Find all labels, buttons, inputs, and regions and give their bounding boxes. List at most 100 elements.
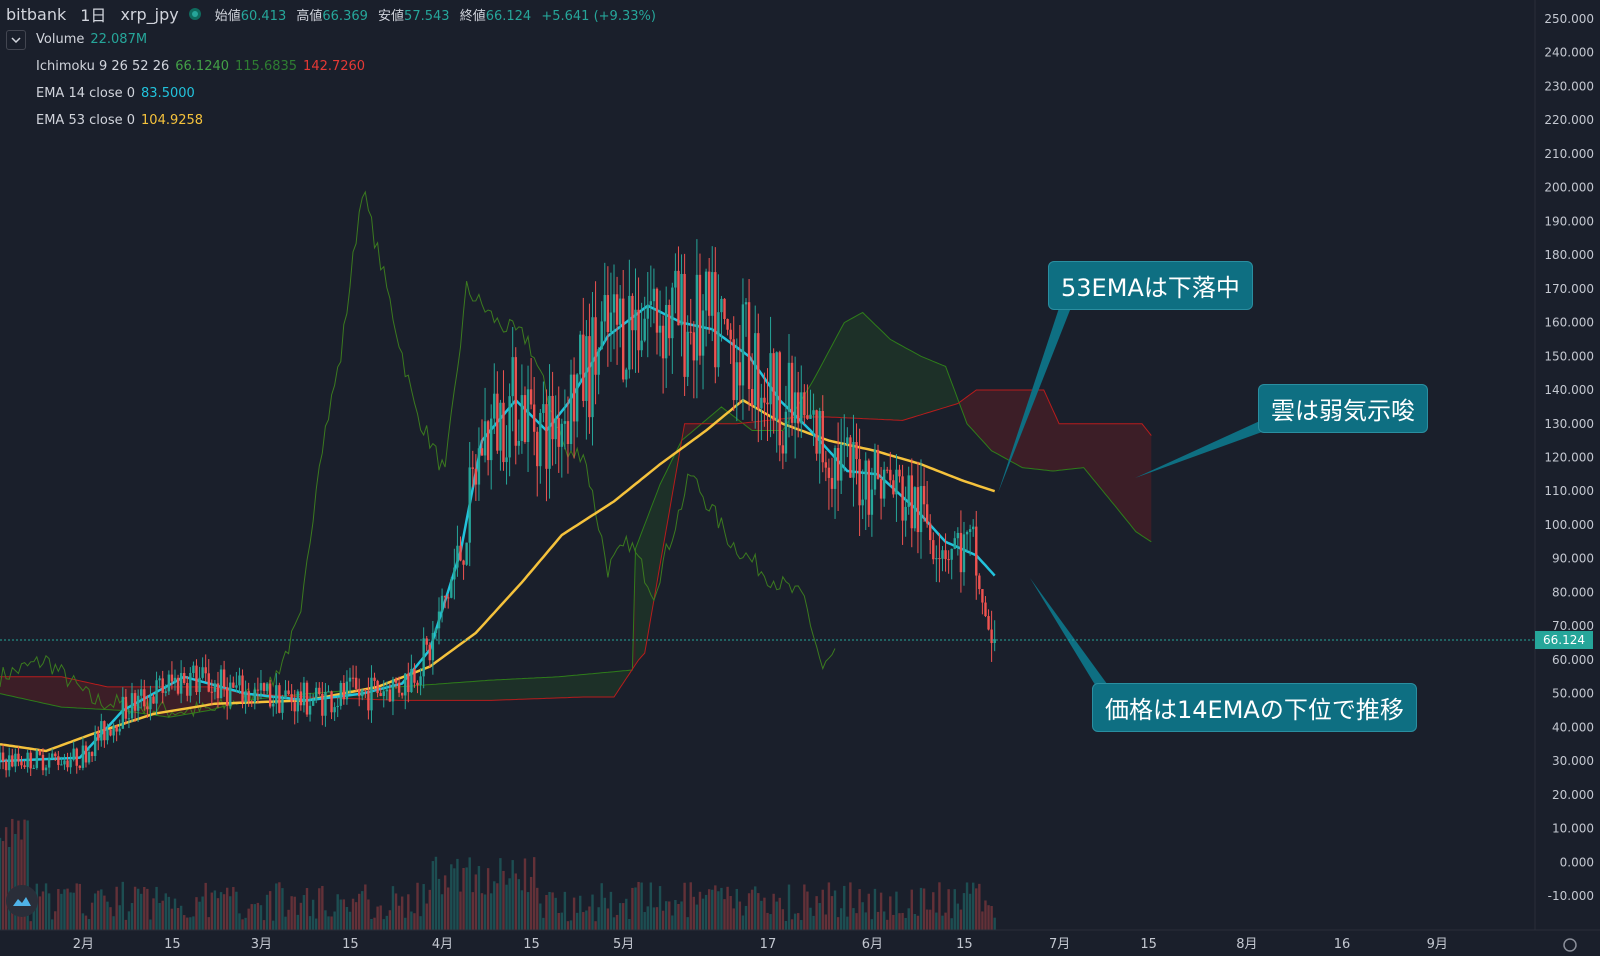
candle-body bbox=[268, 683, 272, 707]
y-tick-label: 30.000 bbox=[1552, 754, 1594, 768]
volume-bar bbox=[545, 894, 548, 930]
candle-body bbox=[609, 312, 613, 332]
candle-body bbox=[674, 270, 677, 288]
y-tick-label: 150.000 bbox=[1544, 349, 1594, 363]
candle-body bbox=[649, 301, 653, 306]
candle-body bbox=[465, 542, 468, 565]
candle-body bbox=[373, 677, 376, 681]
y-tick-label: 170.000 bbox=[1544, 282, 1594, 296]
volume-bar bbox=[508, 878, 511, 930]
collapse-legend-button[interactable] bbox=[6, 30, 26, 50]
candle-body bbox=[971, 526, 975, 530]
candle-body bbox=[23, 765, 26, 768]
volume-bar bbox=[115, 886, 118, 930]
volume-bar bbox=[922, 888, 926, 930]
volume-bar bbox=[112, 916, 115, 930]
candle-body bbox=[262, 683, 266, 691]
candle-body bbox=[121, 696, 124, 729]
tradingview-logo[interactable] bbox=[6, 885, 38, 917]
volume-bar bbox=[133, 886, 137, 930]
candle-body bbox=[155, 680, 158, 704]
candle-body bbox=[520, 395, 524, 441]
candle-body bbox=[170, 674, 174, 682]
exchange-name: bitbank bbox=[6, 4, 67, 24]
candle-body bbox=[453, 567, 456, 580]
volume-bar bbox=[861, 902, 864, 930]
candle-body bbox=[898, 469, 901, 477]
volume-bar bbox=[517, 879, 521, 930]
volume-bar bbox=[176, 907, 180, 930]
volume-bar bbox=[612, 917, 616, 930]
price-axis[interactable]: 250.000 240.000 230.000 220.000 210.000 200.0… bbox=[1534, 0, 1600, 956]
volume-bar bbox=[0, 837, 2, 930]
volume-bar bbox=[189, 917, 192, 930]
volume-bar bbox=[901, 912, 904, 930]
volume-bar bbox=[278, 882, 281, 930]
candle-body bbox=[471, 467, 474, 469]
time-axis[interactable]: 2月 15 3月 15 4月 15 5月 17 6月 15 7月 15 8月 16 9月 bbox=[0, 929, 1600, 952]
candle-body bbox=[990, 629, 993, 644]
volume-bar bbox=[173, 898, 177, 930]
volume-bar bbox=[797, 913, 800, 930]
volume-bar bbox=[440, 894, 444, 930]
volume-bar bbox=[652, 907, 656, 930]
cloud-fill bbox=[792, 312, 961, 421]
interval-label[interactable]: 1日 bbox=[80, 6, 107, 25]
volume-bar bbox=[671, 915, 674, 930]
candle-body bbox=[867, 460, 871, 515]
symbol-name[interactable]: xrp_jpy bbox=[120, 4, 179, 24]
volume-bar bbox=[978, 883, 981, 930]
candle-body bbox=[526, 389, 530, 443]
volume-bar bbox=[262, 920, 266, 930]
candle-body bbox=[775, 352, 778, 421]
candle-body bbox=[790, 362, 794, 423]
volume-bar bbox=[511, 860, 514, 930]
legend-volume[interactable]: Volume 22.087M bbox=[36, 32, 148, 47]
volume-bar bbox=[376, 906, 379, 930]
volume-bar bbox=[253, 904, 257, 930]
legend-ema14[interactable]: EMA 14 close 0 83.5000 bbox=[36, 86, 195, 101]
volume-bar bbox=[971, 882, 975, 930]
volume-bar bbox=[100, 889, 103, 930]
symbol-header[interactable]: bitbank 1日 xrp_jpy 始値60.413 高値66.369 安値5… bbox=[6, 3, 662, 26]
candle-body bbox=[357, 688, 361, 697]
candle-body bbox=[47, 757, 51, 768]
volume-bar bbox=[591, 894, 594, 930]
candle-body bbox=[69, 759, 72, 768]
span-b-line bbox=[0, 389, 1152, 701]
volume-bar bbox=[284, 916, 287, 930]
volume-bar bbox=[315, 918, 318, 930]
candle-body bbox=[60, 764, 63, 766]
volume-bar bbox=[655, 907, 659, 930]
candle-body bbox=[152, 696, 155, 704]
volume-bar bbox=[760, 900, 763, 930]
volume-bar bbox=[668, 901, 671, 930]
candle-body bbox=[695, 274, 699, 361]
candle-body bbox=[539, 412, 542, 467]
volume-bar bbox=[858, 889, 861, 930]
candle-body bbox=[38, 750, 42, 755]
candle-body bbox=[812, 410, 815, 415]
price-axis-bg bbox=[1535, 0, 1600, 956]
volume-bar bbox=[41, 891, 45, 930]
volume-bar bbox=[609, 891, 613, 930]
volume-bar bbox=[750, 889, 754, 930]
volume-bar bbox=[560, 912, 564, 930]
volume-bar bbox=[778, 897, 781, 930]
volume-bar bbox=[232, 887, 235, 930]
volume-bar bbox=[701, 898, 705, 930]
candle-body bbox=[984, 602, 987, 617]
candle-body bbox=[308, 705, 312, 715]
candle-body bbox=[935, 558, 938, 560]
volume-bar bbox=[183, 915, 186, 930]
candle-body bbox=[582, 334, 585, 401]
volume-bar bbox=[646, 906, 649, 930]
volume-bar bbox=[385, 915, 389, 930]
volume-bar bbox=[680, 901, 683, 930]
volume-bar bbox=[477, 866, 481, 930]
legend-ema53[interactable]: EMA 53 close 0 104.9258 bbox=[36, 113, 204, 128]
candle-body bbox=[643, 318, 646, 341]
legend-ichimoku[interactable]: Ichimoku 9 26 52 26 66.1240 115.6835 142.72… bbox=[36, 59, 366, 74]
volume-bar bbox=[956, 903, 960, 930]
